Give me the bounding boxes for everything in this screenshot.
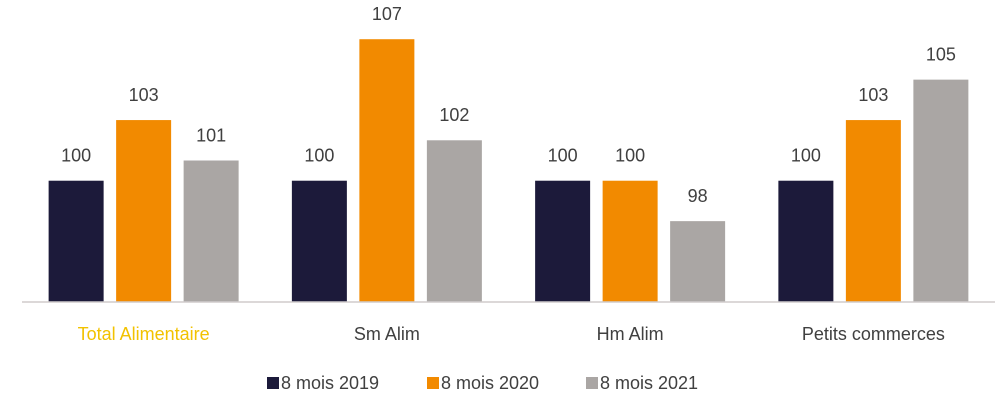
legend-swatch (586, 377, 598, 389)
data-label: 103 (858, 85, 888, 105)
bar (845, 120, 901, 302)
x-tick-label: Petits commerces (802, 324, 945, 344)
legend-swatch (427, 377, 439, 389)
legend-label: 8 mois 2019 (281, 373, 379, 393)
data-label: 100 (61, 145, 91, 165)
data-label: 100 (791, 145, 821, 165)
legend-label: 8 mois 2021 (600, 373, 698, 393)
legend-label: 8 mois 2020 (441, 373, 539, 393)
data-label: 102 (439, 105, 469, 125)
data-label: 105 (926, 44, 956, 64)
data-label: 107 (372, 4, 402, 24)
bar (116, 120, 172, 302)
bar (535, 180, 591, 302)
bar (183, 160, 239, 302)
data-label: 100 (548, 145, 578, 165)
data-label: 100 (615, 145, 645, 165)
bar (359, 39, 415, 302)
x-tick-label: Total Alimentaire (78, 324, 210, 344)
data-label: 98 (688, 186, 708, 206)
bar (48, 180, 104, 302)
legend-swatch (267, 377, 279, 389)
bar (426, 140, 482, 302)
x-tick-label: Sm Alim (354, 324, 420, 344)
bar (670, 221, 726, 302)
bar (602, 180, 658, 302)
x-tick-label: Hm Alim (597, 324, 664, 344)
data-label: 100 (304, 145, 334, 165)
data-label: 103 (129, 85, 159, 105)
bar (778, 180, 834, 302)
bar (913, 79, 969, 303)
bar (291, 180, 347, 302)
data-label: 101 (196, 125, 226, 145)
